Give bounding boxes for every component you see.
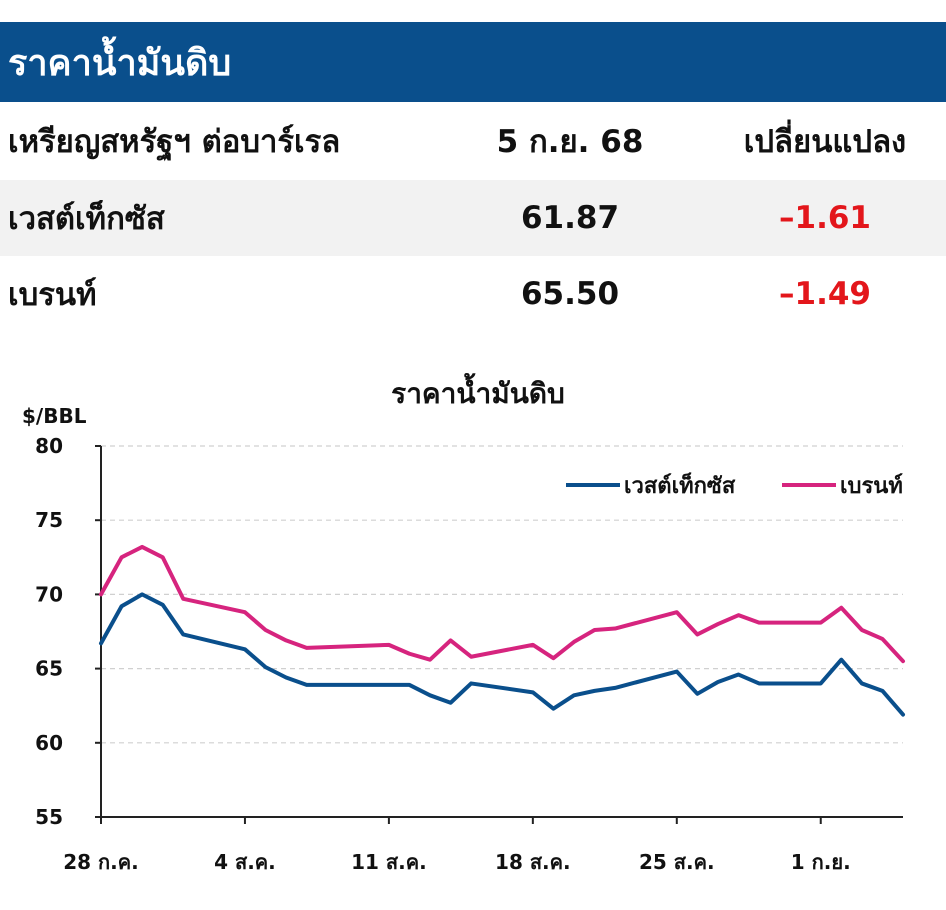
gridlines	[101, 445, 903, 744]
column-header-unit: เหรียญสหรัฐฯ ต่อบาร์เรล	[8, 124, 341, 160]
y-axis-label: $/BBL	[22, 404, 87, 428]
x-tick-label: 11 ส.ค.	[351, 850, 427, 874]
column-header-date: 5 ก.ย. 68	[496, 124, 644, 160]
table-row-wti: เวสต์เท็กซัส 61.87 –1.61	[0, 180, 946, 256]
series-line-brent	[99, 544, 905, 664]
row-price: 61.87	[520, 200, 620, 236]
y-tick-label: 55	[35, 805, 63, 829]
page-title: ราคาน้ำมันดิบ	[0, 22, 946, 102]
table-header-row: เหรียญสหรัฐฯ ต่อบาร์เรล 5 ก.ย. 68 เปลี่ย…	[0, 103, 946, 179]
series-lines	[99, 544, 905, 717]
row-price: 65.50	[520, 276, 620, 312]
x-tick-label: 18 ส.ค.	[495, 850, 571, 874]
row-change: –1.49	[779, 276, 871, 312]
y-tick-label: 80	[35, 434, 63, 458]
legend-label-wti: เวสต์เท็กซัส	[624, 471, 736, 499]
column-header-change: เปลี่ยนแปลง	[743, 124, 907, 160]
crude-oil-line-chart: ราคาน้ำมันดิบ $/BBL 80 75 70 65 60 55 28 ก.ค.…	[22, 372, 905, 874]
y-tick-labels: 80 75 70 65 60 55	[35, 434, 63, 829]
x-tick-label: 28 ก.ค.	[63, 850, 138, 874]
table-row-brent: เบรนท์ 65.50 –1.49	[0, 256, 946, 332]
legend: เวสต์เท็กซัส เบรนท์	[566, 471, 903, 499]
chart-title: ราคาน้ำมันดิบ	[391, 372, 565, 410]
x-tick-label: 4 ส.ค.	[214, 850, 276, 874]
x-tick-label: 1 ก.ย.	[791, 850, 851, 874]
page-title-text: ราคาน้ำมันดิบ	[8, 42, 232, 84]
row-name: เบรนท์	[8, 277, 97, 313]
y-tick-label: 65	[35, 657, 63, 681]
y-tick-label: 70	[35, 582, 63, 606]
row-name: เวสต์เท็กซัส	[8, 201, 165, 237]
row-change: –1.61	[779, 200, 871, 236]
x-tick-labels: 28 ก.ค. 4 ส.ค. 11 ส.ค. 18 ส.ค. 25 ส.ค. 1 ก.ย.	[63, 850, 850, 874]
series-line-wti	[99, 592, 905, 717]
legend-label-brent: เบรนท์	[840, 473, 903, 499]
y-tick-label: 75	[35, 508, 63, 532]
y-tick-label: 60	[35, 731, 63, 755]
x-tick-label: 25 ส.ค.	[639, 850, 715, 874]
axes	[95, 445, 903, 824]
